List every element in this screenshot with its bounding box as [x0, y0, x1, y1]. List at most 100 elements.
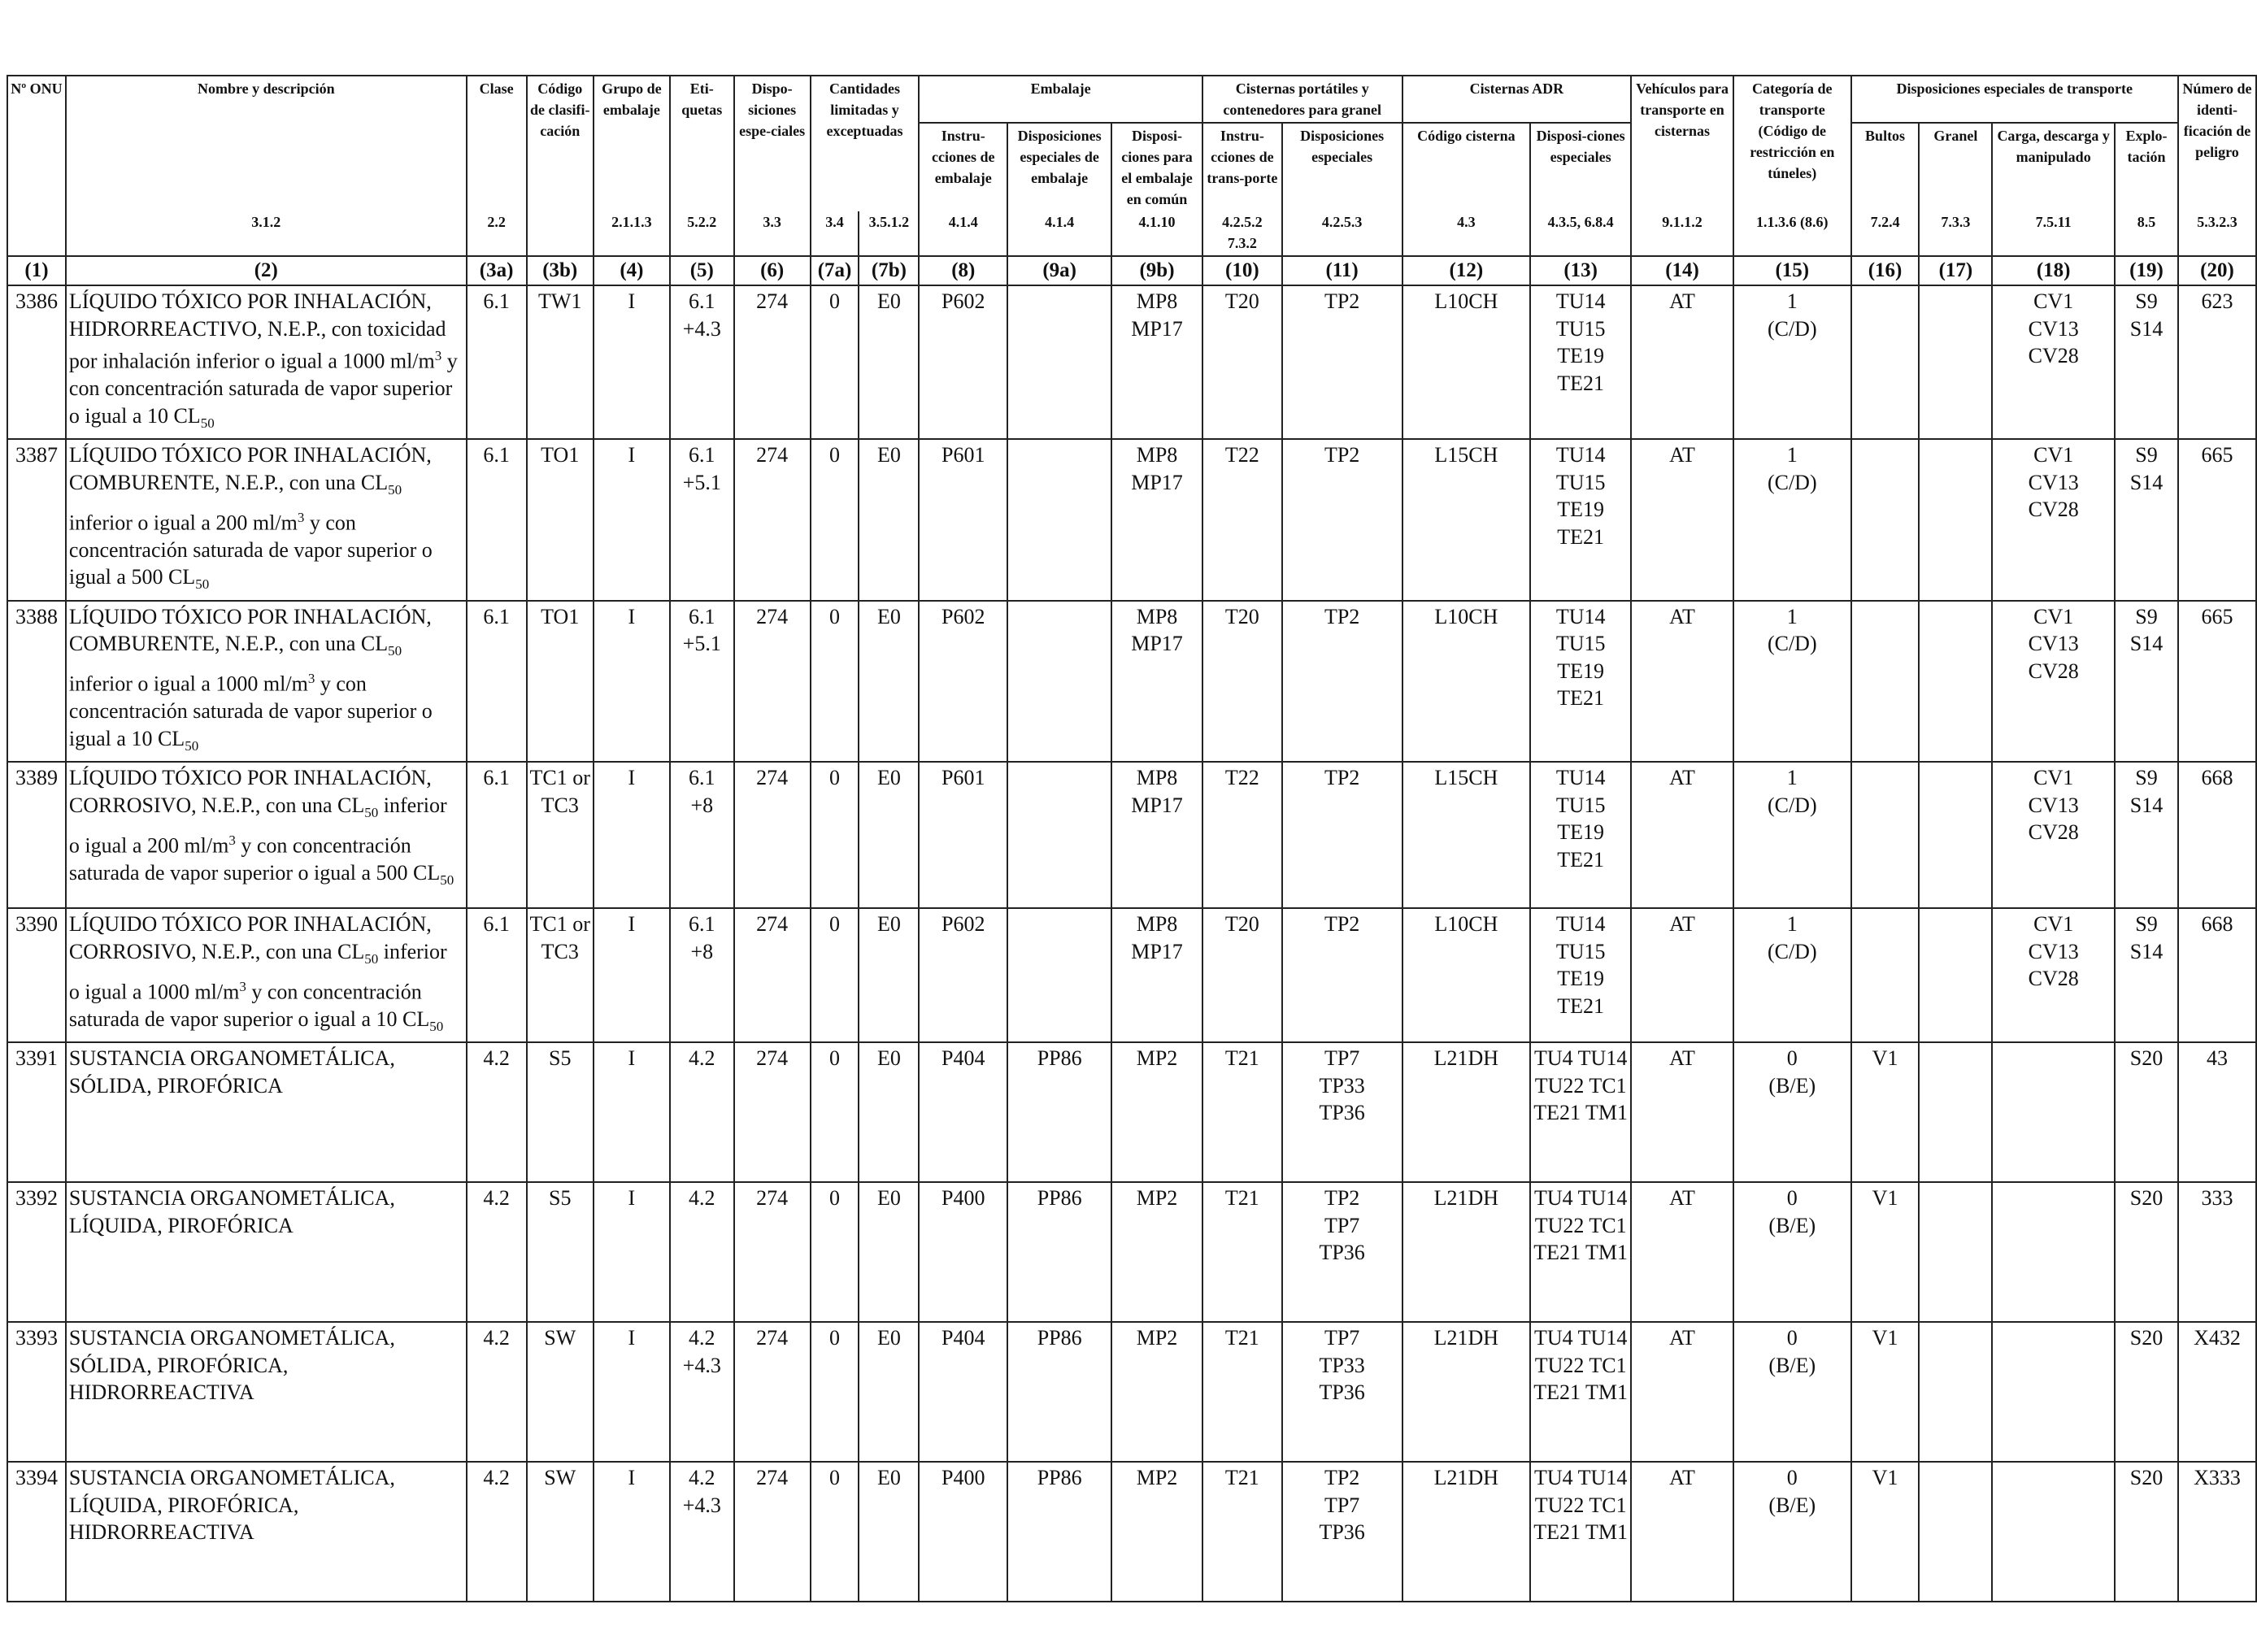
name-text-segment: saturada de vapor superior o igual a 500… [68, 860, 441, 885]
table-header: Nº ONU Nombre y descripción Clase Código… [7, 75, 2257, 286]
cell-c9b: MP2 [1111, 1321, 1203, 1463]
cell-c7b: E0 [858, 1461, 920, 1603]
cell-c4: I [592, 599, 671, 763]
cell-line: TU15 [1555, 939, 1606, 963]
cell-c7b: E0 [858, 907, 920, 1044]
cell-c9a [1007, 599, 1113, 763]
cell-c14: AT [1630, 1181, 1734, 1324]
table-row: 3392 SUSTANCIA ORGANOMETÁLICA, LÍQUIDA, PI… [7, 1181, 2257, 1324]
cell-c9a: PP86 [1007, 1181, 1113, 1324]
cell-line: TO1 [541, 604, 580, 628]
name-text-segment: 3 [434, 348, 442, 363]
cell-line: TP2 [1324, 1186, 1360, 1211]
cell-c5: 6.1 +5.1 [668, 438, 735, 602]
cell-c5: 4.2 [668, 1041, 735, 1184]
cell-c20: 668 [2177, 907, 2257, 1044]
cell-c15: 0 (B/E) [1732, 1461, 1852, 1603]
name-text-segment: 50 [388, 643, 402, 659]
table-row: 3386 LÍQUIDO TÓXICO POR INHALACIÓN, HIDROR… [7, 284, 2257, 441]
cell-line: 0 [1786, 1046, 1798, 1071]
cell-c4: I [592, 1181, 671, 1324]
cell-line: MP2 [1136, 1046, 1178, 1071]
cell-c13: TU14 TU15 TE19 TE21 [1529, 761, 1633, 910]
col-10-header: Instru-cciones de trans-porte [1201, 123, 1283, 211]
cell-line: (B/E) [1768, 1073, 1816, 1098]
column-number: (7a) [809, 255, 860, 286]
name-text-segment: SUSTANCIA ORGANOMETÁLICA, [68, 1046, 395, 1071]
name-text-segment: CORROSIVO, N.E.P., con una CL [68, 939, 365, 963]
col-19-header: Explo-tación [2114, 123, 2179, 211]
name-text-segment: COMBURENTE, N.E.P., con una CL [68, 470, 389, 494]
cell-line: TE19 [1557, 820, 1605, 845]
col-7a-ref: 3.4 [809, 211, 860, 257]
name-text-segment: o igual a 200 ml/m [68, 833, 229, 858]
cell-c18 [1991, 1041, 2116, 1184]
name-text-segment: concentración saturada de vapor superior… [68, 537, 433, 562]
cell-c5: 4.2 [668, 1181, 735, 1324]
col-15-header: Categoría de transporte (Código de restr… [1732, 75, 1852, 211]
cell-line: (C/D) [1767, 470, 1817, 494]
name-text-segment: HIDRORREACTIVA [68, 1380, 254, 1405]
cell-c16: V1 [1850, 1041, 1920, 1184]
cell-c5: 4.2 +4.3 [668, 1461, 735, 1603]
col-16-19-group-header: Disposiciones especiales de transporte [1850, 75, 2179, 124]
cell-line: (C/D) [1767, 316, 1817, 341]
cell-c17 [1918, 907, 1994, 1044]
cell-c20: 665 [2177, 599, 2257, 763]
name-text-segment: inferior [378, 939, 447, 963]
cell-line: 6.1 [689, 912, 715, 937]
cell-c13: TU14 TU15 TE19 TE21 [1529, 907, 1633, 1044]
name-text-segment: 3 [297, 509, 305, 525]
name-text-segment: SÓLIDA, PIROFÓRICA [68, 1073, 283, 1098]
cell-c4: I [592, 1461, 671, 1603]
col-20-ref: 5.3.2.3 [2177, 211, 2257, 257]
cell-c7a: 0 [809, 1461, 860, 1603]
cell-c18 [1991, 1321, 2116, 1463]
cell-line: S14 [2129, 939, 2164, 963]
cell-line: SW [544, 1326, 576, 1350]
cell-c7a: 0 [809, 1181, 860, 1324]
cell-c3b: S5 [525, 1181, 594, 1324]
col-8-ref: 4.1.4 [918, 211, 1009, 257]
cell-line: TP36 [1319, 1101, 1365, 1125]
cell-c16 [1850, 284, 1920, 441]
cell-c14: AT [1630, 761, 1734, 910]
cell-line: TE19 [1557, 498, 1605, 522]
name-text-segment: LÍQUIDO TÓXICO POR INHALACIÓN, [68, 912, 432, 937]
cell-line: 0 [1786, 1466, 1798, 1490]
cell-c16: V1 [1850, 1321, 1920, 1463]
cell-line: 1 [1786, 604, 1798, 628]
cell-c3b: TC1 or TC3 [525, 761, 594, 910]
name-text-segment: 3 [228, 832, 236, 848]
cell-line: CV13 [2028, 793, 2079, 817]
table-row: 3387 LÍQUIDO TÓXICO POR INHALACIÓN, COMBUR… [7, 438, 2257, 602]
cell-c10: T22 [1201, 438, 1283, 602]
cell-c17 [1918, 599, 1994, 763]
name-text-segment: LÍQUIDA, PIROFÓRICA, [68, 1493, 299, 1517]
cell-c7b: E0 [858, 438, 920, 602]
cell-c5: 6.1 +8 [668, 907, 735, 1044]
col-12-header: Código cisterna [1401, 123, 1532, 211]
cell-line: MP17 [1131, 939, 1183, 963]
cell-line: TP2 [1324, 1466, 1360, 1490]
col-13-header: Disposi-ciones especiales [1529, 123, 1633, 211]
cell-line: CV28 [2028, 659, 2079, 683]
cell-line: S9 [2135, 912, 2158, 937]
name-description-cell: SUSTANCIA ORGANOMETÁLICA, LÍQUIDA, PIROFÓ… [64, 1461, 467, 1603]
col-12-13-group-header: Cisternas ADR [1401, 75, 1633, 124]
cell-c14: AT [1630, 1041, 1734, 1184]
column-number: (12) [1401, 255, 1532, 286]
cell-line: MP17 [1131, 470, 1183, 494]
cell-c5: 4.2 +4.3 [668, 1321, 735, 1463]
cell-line: TP33 [1319, 1353, 1365, 1377]
cell-line: (C/D) [1767, 632, 1817, 656]
un-number-cell: 3392 [7, 1181, 67, 1324]
name-text-segment: 50 [364, 805, 379, 821]
cell-c20: X432 [2177, 1321, 2257, 1463]
cell-line: 0 [1786, 1326, 1798, 1350]
col-3b-header: Código de clasifi-cación [525, 75, 594, 211]
name-text-segment: HIDRORREACTIVA [68, 1520, 254, 1545]
cell-line: S14 [2129, 470, 2164, 494]
cell-c3a: 4.2 [465, 1041, 528, 1184]
cell-c3a: 6.1 [465, 599, 528, 763]
